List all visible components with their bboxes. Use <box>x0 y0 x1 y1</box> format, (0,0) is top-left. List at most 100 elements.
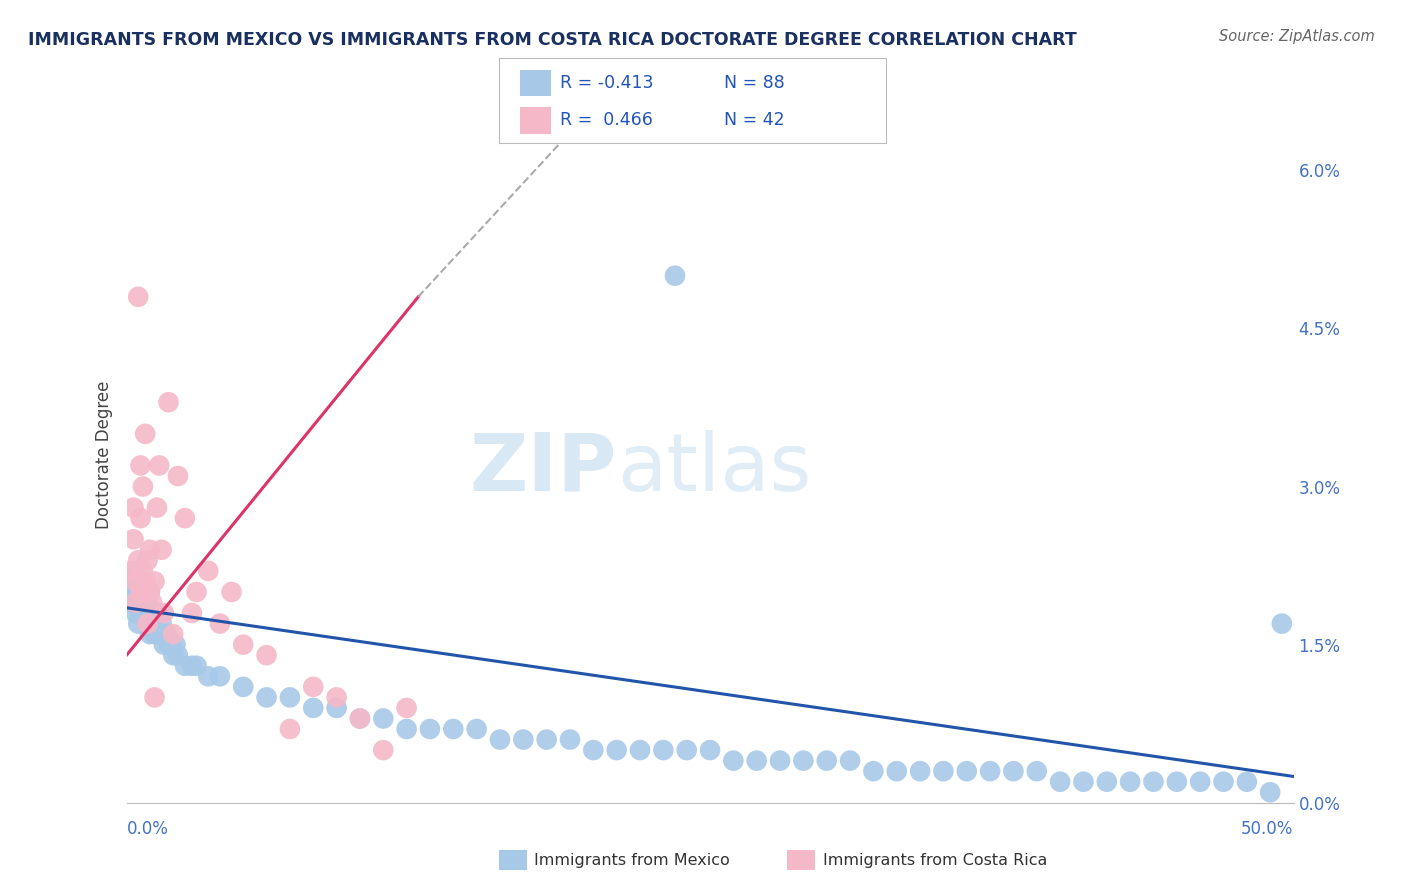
Point <box>153 638 176 652</box>
Point <box>141 606 163 620</box>
Point <box>979 764 1001 779</box>
Point <box>125 574 148 589</box>
Point <box>136 616 159 631</box>
Point <box>1212 774 1234 789</box>
Point <box>174 511 197 525</box>
Point <box>150 627 173 641</box>
Point <box>136 553 159 567</box>
Point <box>197 669 219 683</box>
Text: atlas: atlas <box>617 430 811 508</box>
Point <box>141 616 163 631</box>
Point <box>325 690 347 705</box>
Point <box>139 585 162 599</box>
Text: N = 88: N = 88 <box>724 74 785 92</box>
Point <box>153 606 176 620</box>
Point <box>769 754 792 768</box>
Point <box>465 722 488 736</box>
Point <box>180 658 202 673</box>
Point <box>120 564 142 578</box>
Point <box>256 690 278 705</box>
Point <box>160 638 183 652</box>
Point <box>419 722 441 736</box>
Point <box>1258 785 1281 799</box>
Point <box>723 754 745 768</box>
Point <box>132 595 155 609</box>
Point <box>122 564 145 578</box>
Point <box>139 606 162 620</box>
Point <box>232 680 254 694</box>
Point <box>127 595 149 609</box>
Point <box>373 711 395 725</box>
Point <box>134 606 156 620</box>
Point <box>122 585 145 599</box>
Point <box>606 743 628 757</box>
Point <box>302 680 325 694</box>
Point <box>127 553 149 567</box>
Point <box>197 564 219 578</box>
Point <box>146 606 169 620</box>
Point <box>395 701 418 715</box>
Text: Immigrants from Costa Rica: Immigrants from Costa Rica <box>823 854 1047 868</box>
Point <box>745 754 768 768</box>
Point <box>129 585 152 599</box>
Point <box>174 658 197 673</box>
Point <box>162 648 184 663</box>
Text: ZIP: ZIP <box>470 430 617 508</box>
Text: 50.0%: 50.0% <box>1241 820 1294 838</box>
Point <box>129 511 152 525</box>
Point <box>143 627 166 641</box>
Point <box>127 290 149 304</box>
Text: IMMIGRANTS FROM MEXICO VS IMMIGRANTS FROM COSTA RICA DOCTORATE DEGREE CORRELATIO: IMMIGRANTS FROM MEXICO VS IMMIGRANTS FRO… <box>28 31 1077 49</box>
Point <box>157 638 180 652</box>
Text: Immigrants from Mexico: Immigrants from Mexico <box>534 854 730 868</box>
Point <box>134 426 156 441</box>
Point <box>1166 774 1188 789</box>
Point <box>146 500 169 515</box>
Point <box>373 743 395 757</box>
Point <box>165 638 187 652</box>
Point <box>127 616 149 631</box>
Point <box>349 711 371 725</box>
Point <box>143 690 166 705</box>
Point <box>792 754 814 768</box>
Point <box>148 458 170 473</box>
Point <box>349 711 371 725</box>
Point <box>232 638 254 652</box>
Point <box>699 743 721 757</box>
Point <box>862 764 884 779</box>
Point <box>325 701 347 715</box>
Point <box>278 690 301 705</box>
Point <box>1236 774 1258 789</box>
Point <box>139 585 162 599</box>
Point <box>125 606 148 620</box>
Point <box>221 585 243 599</box>
Point <box>167 648 190 663</box>
Text: N = 42: N = 42 <box>724 112 785 129</box>
Point <box>441 722 464 736</box>
Point <box>1189 774 1212 789</box>
Point <box>162 627 184 641</box>
Point <box>908 764 931 779</box>
Point <box>208 669 231 683</box>
Point <box>1095 774 1118 789</box>
Point <box>132 479 155 493</box>
Point <box>536 732 558 747</box>
Point <box>150 542 173 557</box>
Point <box>143 616 166 631</box>
Point <box>956 764 979 779</box>
Point <box>143 574 166 589</box>
Point <box>186 585 208 599</box>
Point <box>132 564 155 578</box>
Point <box>129 585 152 599</box>
Point <box>628 743 651 757</box>
Point <box>136 616 159 631</box>
Point <box>118 574 141 589</box>
Point <box>558 732 581 747</box>
Point <box>932 764 955 779</box>
Point <box>122 500 145 515</box>
Point <box>1271 616 1294 631</box>
Point <box>1025 764 1047 779</box>
Point <box>278 722 301 736</box>
Point <box>815 754 838 768</box>
Point <box>127 585 149 599</box>
